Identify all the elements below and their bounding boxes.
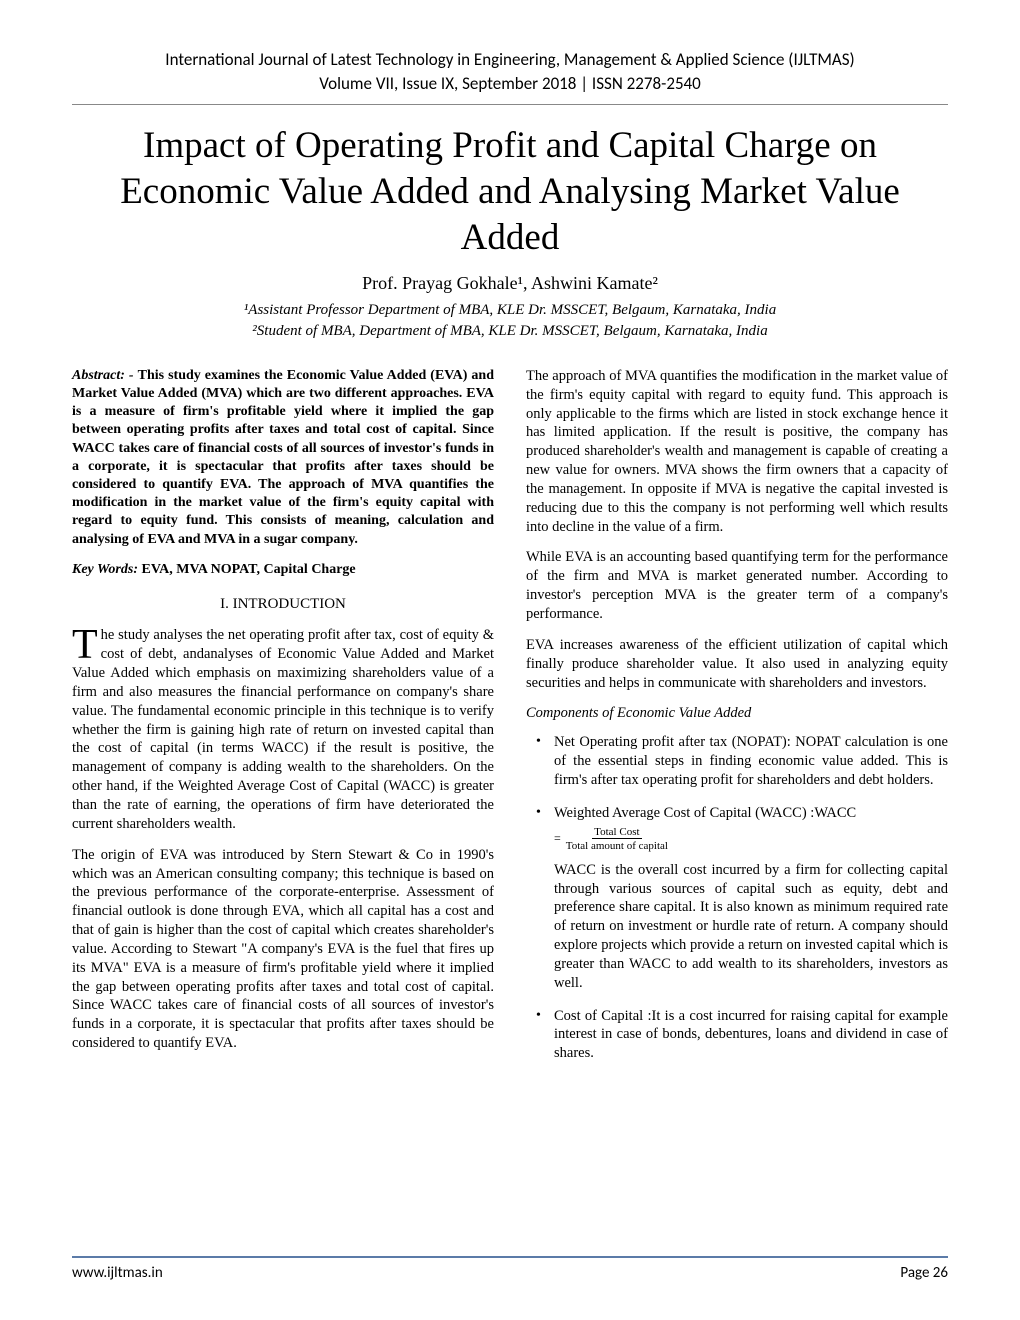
keywords: Key Words: EVA, MVA NOPAT, Capital Charg… — [72, 561, 494, 579]
components-list: Net Operating profit after tax (NOPAT): … — [526, 733, 948, 1063]
issue-info: Volume VII, Issue IX, September 2018 | I… — [72, 72, 948, 96]
paper-title: Impact of Operating Profit and Capital C… — [72, 123, 948, 262]
col2-para-3: EVA increases awareness of the efficient… — [526, 636, 948, 693]
keywords-label: Key Words: — [72, 562, 141, 577]
list-item-nopat: Net Operating profit after tax (NOPAT): … — [554, 733, 948, 790]
components-subheading: Components of Economic Value Added — [526, 704, 948, 723]
col2-para-2: While EVA is an accounting based quantif… — [526, 548, 948, 623]
intro-para-1: The study analyses the net operating pro… — [72, 626, 494, 833]
col2-para-1: The approach of MVA quantifies the modif… — [526, 367, 948, 537]
wacc-lead: Weighted Average Cost of Capital (WACC) … — [554, 805, 856, 821]
abstract-label: Abstract: - — [72, 368, 138, 383]
left-column: Abstract: - This study examines the Econ… — [72, 367, 494, 1077]
affiliation-1: ¹Assistant Professor Department of MBA, … — [72, 300, 948, 320]
fraction-numerator: Total Cost — [592, 827, 641, 840]
fraction: Total Cost Total amount of capital — [564, 825, 670, 853]
fraction-denominator: Total amount of capital — [564, 841, 670, 853]
affiliation-2: ²Student of MBA, Department of MBA, KLE … — [72, 321, 948, 341]
journal-name: International Journal of Latest Technolo… — [72, 48, 948, 72]
footer-page: Page 26 — [900, 1264, 948, 1282]
section-1-heading: I. INTRODUCTION — [72, 595, 494, 615]
running-header: International Journal of Latest Technolo… — [72, 48, 948, 105]
list-item-wacc: Weighted Average Cost of Capital (WACC) … — [554, 804, 948, 993]
intro-para-2: The origin of EVA was introduced by Ster… — [72, 846, 494, 1053]
wacc-formula: = Total Cost Total amount of capital — [554, 825, 948, 853]
two-column-body: Abstract: - This study examines the Econ… — [72, 367, 948, 1077]
wacc-description: WACC is the overall cost incurred by a f… — [554, 861, 948, 993]
page-footer: www.ijltmas.in Page 26 — [72, 1256, 948, 1282]
abstract-text: This study examines the Economic Value A… — [72, 368, 494, 547]
right-column: The approach of MVA quantifies the modif… — [526, 367, 948, 1077]
abstract: Abstract: - This study examines the Econ… — [72, 367, 494, 549]
affiliations: ¹Assistant Professor Department of MBA, … — [72, 300, 948, 341]
intro-para-1-text: he study analyses the net operating prof… — [72, 627, 494, 831]
author-line: Prof. Prayag Gokhale¹, Ashwini Kamate² — [72, 273, 948, 294]
list-item-cost-of-capital: Cost of Capital :It is a cost incurred f… — [554, 1007, 948, 1064]
keywords-text: EVA, MVA NOPAT, Capital Charge — [141, 562, 355, 577]
footer-site: www.ijltmas.in — [72, 1264, 163, 1282]
dropcap: T — [72, 626, 101, 664]
